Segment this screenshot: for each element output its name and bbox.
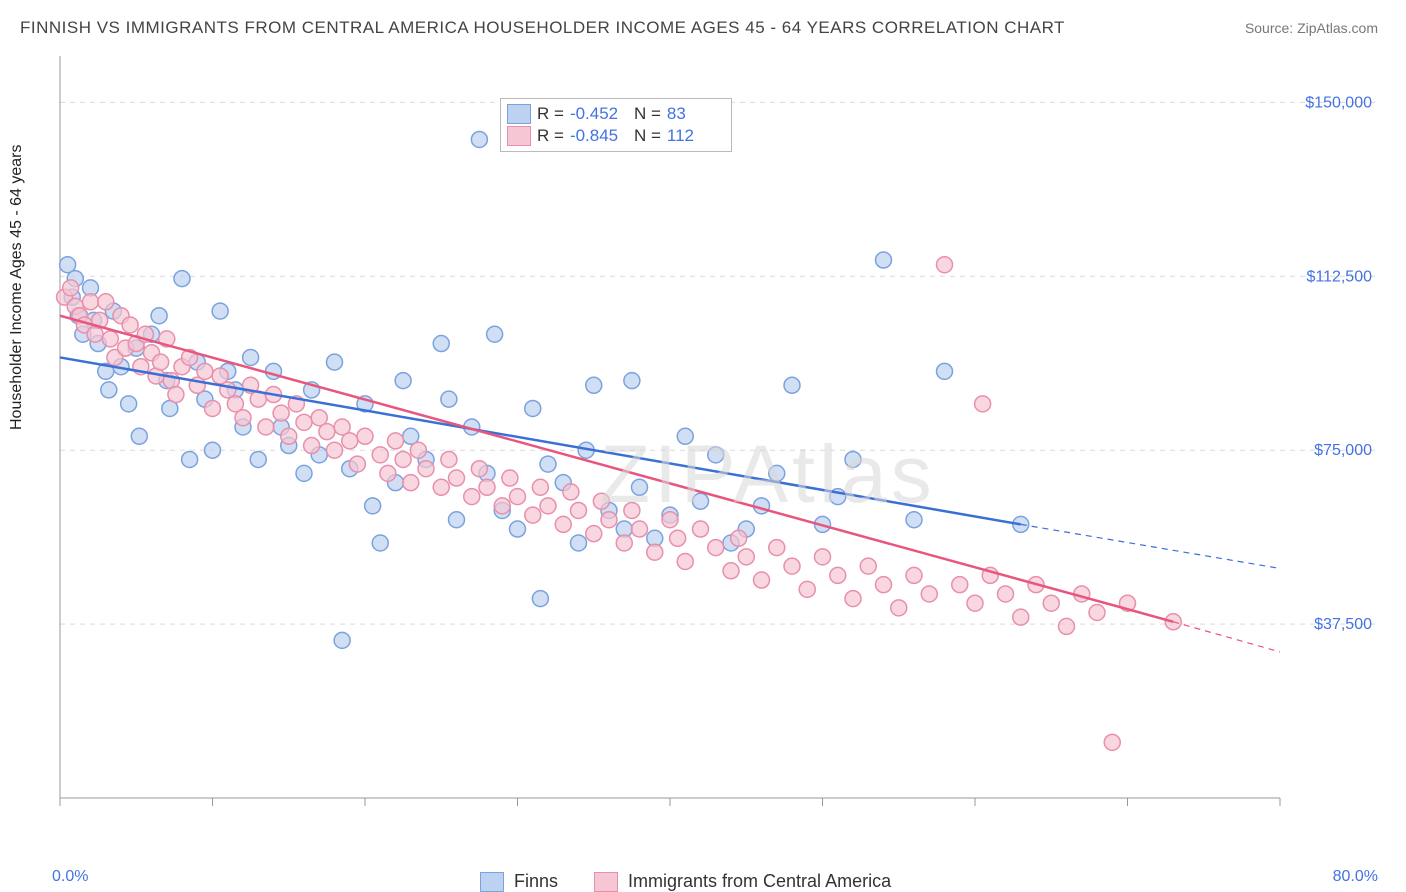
r-value-finns: -0.452 <box>570 103 628 125</box>
r-label: R = <box>537 125 564 147</box>
correlation-legend: R = -0.452 N = 83 R = -0.845 N = 112 <box>500 98 732 152</box>
legend-label-finns: Finns <box>514 871 558 892</box>
scatter-chart: $37,500$75,000$112,500$150,000 ZIPAtlas … <box>50 48 1380 838</box>
r-label: R = <box>537 103 564 125</box>
x-tick-min: 0.0% <box>52 868 88 886</box>
immigrants-swatch <box>507 126 531 146</box>
legend-row-immigrants: R = -0.845 N = 112 <box>507 125 725 147</box>
svg-text:$75,000: $75,000 <box>1314 442 1372 459</box>
n-label: N = <box>634 125 661 147</box>
n-value-finns: 83 <box>667 103 725 125</box>
finns-swatch <box>507 104 531 124</box>
n-value-immigrants: 112 <box>667 125 725 147</box>
svg-text:$37,500: $37,500 <box>1314 616 1372 633</box>
r-value-immigrants: -0.845 <box>570 125 628 147</box>
n-label: N = <box>634 103 661 125</box>
x-tick-max: 80.0% <box>1333 868 1378 886</box>
immigrants-swatch-icon <box>594 872 618 892</box>
svg-text:$150,000: $150,000 <box>1305 94 1372 111</box>
source-label: Source: ZipAtlas.com <box>1245 20 1378 36</box>
legend-row-finns: R = -0.452 N = 83 <box>507 103 725 125</box>
series-legend: Finns Immigrants from Central America <box>480 871 891 892</box>
svg-text:$112,500: $112,500 <box>1306 268 1372 285</box>
finns-swatch-icon <box>480 872 504 892</box>
legend-label-immigrants: Immigrants from Central America <box>628 871 891 892</box>
chart-title: FINNISH VS IMMIGRANTS FROM CENTRAL AMERI… <box>20 18 1065 38</box>
y-axis-label: Householder Income Ages 45 - 64 years <box>8 145 26 431</box>
